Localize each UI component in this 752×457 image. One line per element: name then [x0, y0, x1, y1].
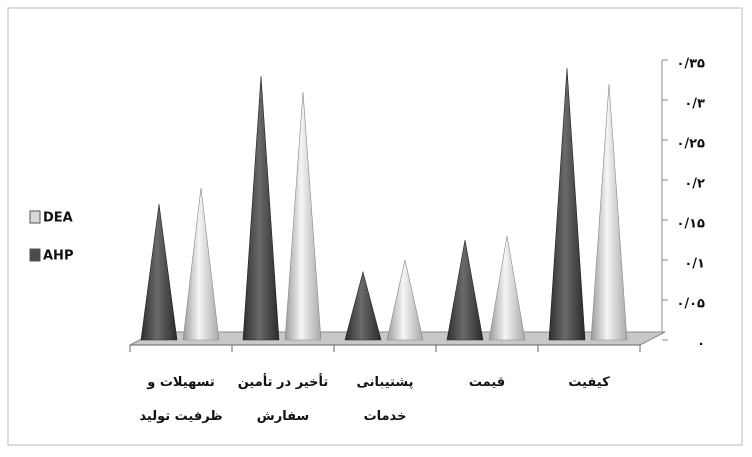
legend-label: DEA — [43, 211, 73, 226]
x-tick-label: تأخیر در تأمین سفارش — [237, 375, 329, 424]
x-label-box: کیفیت — [568, 375, 610, 390]
cone — [488, 235, 526, 341]
x-label-box: تأخیر در تأمین سفارش — [237, 375, 329, 424]
x-tick-label: قیمت — [468, 375, 506, 390]
y-tick-label: ۰ — [697, 337, 705, 352]
x-tick-label: کیفیت — [568, 375, 610, 390]
x-label-box: تسهیلات و ظرفیت تولید — [139, 375, 223, 424]
cone — [386, 259, 424, 341]
cone — [182, 187, 220, 341]
cone — [446, 239, 484, 341]
y-tick-label: ۰/۱ — [684, 257, 705, 272]
y-tick-label: ۰/۱۵ — [676, 217, 705, 232]
legend-label: AHP — [43, 249, 73, 264]
x-tick-label: پشتیبانی خدمات — [356, 375, 414, 424]
y-tick-label: ۰/۲۵ — [676, 137, 705, 152]
cone — [590, 83, 628, 341]
y-tick-label: ۰/۳ — [684, 97, 705, 112]
cone — [140, 203, 178, 341]
legend-swatch — [29, 248, 41, 262]
cone — [344, 270, 382, 341]
chart-border — [7, 7, 743, 446]
legend-swatch — [29, 210, 41, 224]
y-tick-label: ۰/۰۵ — [676, 297, 705, 312]
x-label-box: قیمت — [468, 375, 506, 390]
cone — [548, 67, 586, 341]
y-tick-label: ۰/۲ — [684, 177, 705, 192]
y-tick-label: ۰/۳۵ — [676, 57, 705, 72]
x-tick-label: تسهیلات و ظرفیت تولید — [139, 375, 223, 424]
cone — [284, 91, 322, 341]
x-label-box: پشتیبانی خدمات — [356, 375, 414, 424]
cone — [242, 75, 280, 341]
